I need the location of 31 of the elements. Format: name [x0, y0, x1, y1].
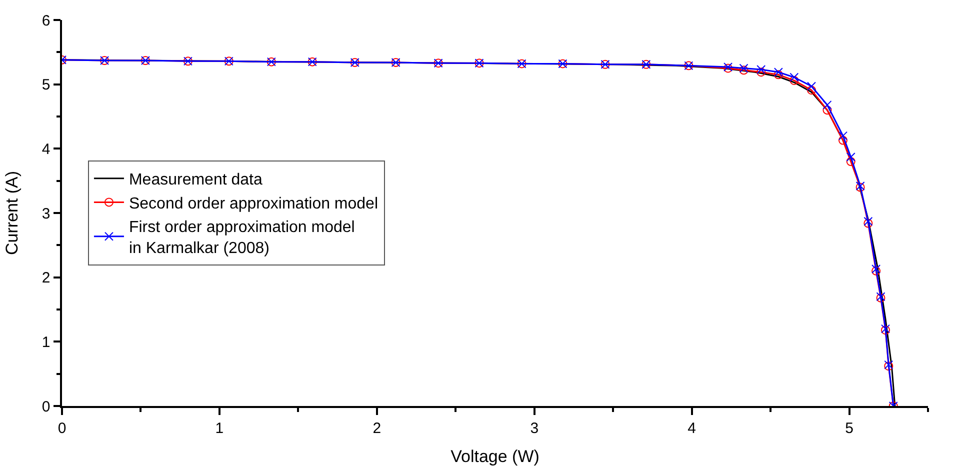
y-tick-label: 4	[42, 140, 50, 158]
legend-label: Second order approximation model	[128, 195, 378, 212]
point	[756, 65, 766, 74]
x-tick-label: 0	[58, 420, 66, 437]
x-tick-label: 4	[688, 420, 696, 437]
point	[838, 136, 848, 145]
x-tick-label: 1	[215, 420, 224, 437]
point	[822, 100, 832, 110]
point	[806, 82, 816, 91]
point	[774, 70, 783, 80]
x-tick-label: 5	[845, 420, 854, 437]
y-tick-label: 5	[42, 76, 50, 94]
x-tick-label: 3	[530, 420, 539, 437]
point	[846, 152, 856, 162]
x-tick-label: 2	[372, 420, 382, 437]
point	[774, 68, 783, 77]
y-tick-label: 3	[42, 205, 50, 222]
point	[846, 157, 856, 166]
point	[790, 76, 799, 85]
y-tick-label: 2	[42, 270, 50, 287]
y-axis-title: Current (A)	[2, 170, 22, 256]
point	[790, 72, 799, 82]
x-axis-title: Voltage (W)	[450, 447, 540, 466]
y-tick-label: 6	[42, 12, 50, 30]
point	[838, 131, 848, 140]
legend-label: First order approximation model in Karmalkar (2008)	[128, 219, 355, 258]
point	[806, 86, 816, 95]
point	[756, 68, 766, 77]
y-tick-label: 0	[42, 398, 50, 416]
legend-label: Measurement data	[128, 172, 262, 189]
y-tick-label: 1	[42, 334, 50, 351]
